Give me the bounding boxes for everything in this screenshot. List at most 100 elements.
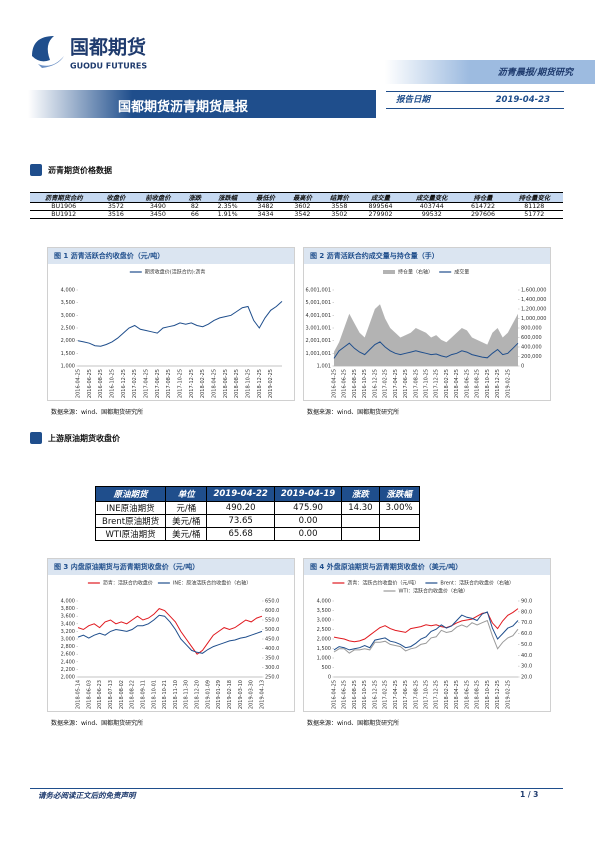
x-tick-label: 2018-10-01 (151, 680, 157, 709)
x-tick-label: 2016-08-25 (352, 369, 358, 398)
header-cell: 单位 (165, 486, 208, 502)
x-tick-label: 2018-07-13 (108, 680, 114, 709)
x-tick-label: 2017-10-25 (178, 369, 184, 398)
x-tick-label: 2019-04-13 (260, 680, 266, 709)
cell: 3542 (283, 210, 321, 219)
section-heading: 上游原油期货收盘价 (30, 432, 120, 444)
line (77, 301, 283, 347)
title-bar: 国都期货沥青期货晨报 (28, 90, 376, 118)
x-tick-label: 2017-08-25 (413, 680, 419, 709)
legend-label: 成交量 (454, 269, 469, 276)
y-tick-label: 4,000 (61, 288, 75, 294)
cell: 490.20 (206, 501, 275, 515)
header-cell: 沥青期货合约 (30, 192, 98, 203)
section-heading: 沥青期货价格数据 (30, 164, 112, 176)
x-tick-label: 2018-02-25 (444, 680, 450, 709)
line (77, 614, 263, 654)
y-tick-label: 4,000 (317, 599, 331, 605)
y-tick-label: 30.0 (521, 664, 532, 670)
legend-swatch (383, 270, 395, 274)
table-wrap: 原油期货 单位 2019-04-22 2019-04-19 涨跌 涨跌幅 INE原油期货 元/… (94, 486, 420, 541)
x-tick-label: 2016-10-25 (362, 680, 368, 709)
area (334, 304, 518, 366)
header-cell: 结算价 (320, 192, 358, 203)
y-tick-label: 350.0 (265, 656, 279, 662)
x-tick-label: 2018-06-25 (464, 369, 470, 398)
y-tick-label: 3,001,001 (306, 326, 331, 332)
x-tick-label: 2016-06-25 (342, 369, 348, 398)
y-tick-label: 1,600,000 (521, 288, 546, 294)
y-tick-label: 2,400 (61, 659, 75, 665)
chart: 1,001 1,001,001 2,001,001 3,001,001 4,001,00… (306, 269, 547, 399)
disclaimer: 请务必阅读正文后的免责声明 (38, 791, 136, 800)
header-cell: 最低价 (247, 192, 284, 203)
y-tick-label: 2,000 (61, 338, 75, 344)
line (333, 611, 519, 651)
legend-label: Brent：活跃合约收盘价（右轴） (440, 580, 514, 587)
x-tick-label: 2016-04-25 (76, 369, 82, 398)
x-tick-label: 2018-12-25 (495, 680, 501, 709)
x-tick-label: 2018-09-11 (140, 680, 146, 709)
x-tick-label: 2019-02-25 (505, 369, 511, 398)
x-tick-label: 2018-02-25 (444, 369, 450, 398)
x-tick-label: 2018-08-02 (119, 680, 125, 709)
y-tick-label: 40.0 (521, 653, 532, 659)
chart-box: 图 2 沥青活跃合约成交量与持仓量（手） 1,001 1,001,001 2,001,… (303, 247, 551, 401)
cell: 81128 (505, 202, 563, 211)
y-tick-label: 6,001,001 (306, 288, 331, 294)
x-tick-label: 2017-06-25 (155, 369, 161, 398)
x-tick-label: 2018-12-25 (257, 369, 263, 398)
y-tick-label: 60.0 (521, 631, 532, 637)
cell: 3572 (97, 202, 135, 211)
row: BU1906 3572 3490 82 2.35% 3482 3602 3558 899564 4… (30, 202, 563, 211)
y-tick-label: 4,000 (61, 599, 75, 605)
cell: 0.00 (273, 527, 343, 541)
cell: INE原油期货 (94, 501, 167, 515)
x-tick-label: 2017-02-25 (383, 369, 389, 398)
header-cell: 涨跌幅 (208, 192, 248, 203)
header-cell: 持仓量变化 (505, 192, 563, 203)
x-tick-label: 2016-12-25 (372, 369, 378, 398)
x-tick-label: 2016-08-25 (352, 680, 358, 709)
cell: 3602 (283, 202, 321, 211)
y-tick-label: 2,600 (61, 652, 75, 658)
cell: BU1912 (30, 210, 98, 219)
y-tick-label: 650.0 (265, 599, 279, 605)
cell (378, 514, 420, 528)
header-cell: 涨跌 (341, 486, 380, 502)
x-tick-label: 2016-08-25 (98, 369, 104, 398)
legend-label: WTI：活跃合约收盘价（右轴） (399, 588, 468, 595)
cell: 元/桶 (165, 501, 208, 515)
cell: 美元/桶 (165, 527, 208, 541)
y-tick-label: 2,200 (61, 667, 75, 673)
category: 沥青晨报/期货研究 (497, 68, 573, 78)
header-cell: 成交量变化 (403, 192, 461, 203)
y-tick-label: 1,000 (61, 364, 75, 370)
chart-title: 图 2 沥青活跃合约成交量与持仓量（手） (304, 248, 550, 264)
cell: 3.00% (378, 501, 420, 515)
header-cell: 涨跌幅 (378, 486, 420, 502)
row: BU1912 3516 3450 66 1.91% 3434 3542 3502 279902 9… (30, 210, 563, 219)
line (333, 619, 519, 654)
section-title: 上游原油期货收盘价 (48, 433, 120, 443)
x-tick-label: 2016-04-25 (332, 369, 338, 398)
header-cell: 成交量 (357, 192, 404, 203)
y-tick-label: 3,800 (61, 606, 75, 612)
cell: 美元/桶 (165, 514, 208, 528)
y-tick-label: 2,000 (317, 637, 331, 643)
x-tick-label: 2016-10-25 (110, 369, 116, 398)
header-cell: 持仓量 (460, 192, 506, 203)
y-tick-label: 500.0 (265, 627, 279, 633)
cell: 0.00 (273, 514, 343, 528)
x-tick-label: 2017-10-25 (424, 369, 430, 398)
y-tick-label: 400.0 (265, 646, 279, 652)
date-label: 报告日期 (396, 95, 431, 105)
y-tick-label: 3,000 (317, 618, 331, 624)
cell: 3482 (247, 202, 284, 211)
x-tick-label: 2018-08-22 (130, 680, 136, 709)
y-tick-label: 2,000 (61, 675, 75, 681)
header-cell: 最高价 (283, 192, 321, 203)
x-tick-label: 2018-02-25 (200, 369, 206, 398)
